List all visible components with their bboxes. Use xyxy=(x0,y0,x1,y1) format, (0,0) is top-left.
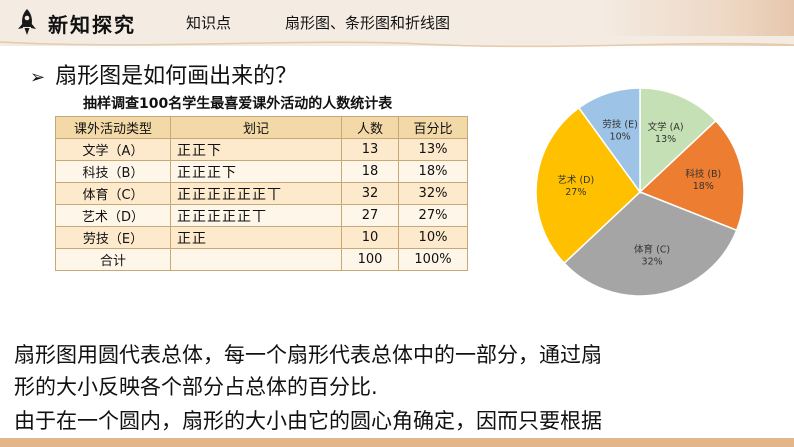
pie-chart-svg: 文学 (A)13% 科技 (B)18% 体育 (C)32% 艺术 (D)27% 劳技 (… xyxy=(535,87,745,297)
paragraph-line: 扇形图用圆代表总体，每一个扇形代表总体中的一部分，通过扇 xyxy=(14,343,602,367)
cell-percent: 13% xyxy=(398,138,468,161)
paragraph-line: 由于在一个圆内，扇形的大小由它的圆心角确定，因而只要根据 xyxy=(14,409,602,433)
table-title: 抽样调查100名学生最喜爱课外活动的人数统计表 xyxy=(83,96,393,112)
question: ➢ 扇形图是如何画出来的？ xyxy=(30,58,297,90)
table-row: 体育（C） 正正正正正正丅 32 32% xyxy=(55,182,468,205)
cell-type: 艺术（D） xyxy=(55,204,171,227)
cell-tally xyxy=(170,248,342,271)
pie-slice xyxy=(639,87,717,194)
knowledge-point-label: 知识点 xyxy=(186,14,232,32)
pie-chart: 文学 (A) 13% 科技 (B) 18% 体育 (C) 32% 艺术 (D) 27% 劳技 (… xyxy=(520,82,760,304)
pie-slice-name: 艺术 (D) xyxy=(557,174,594,186)
cell-type: 科技（B） xyxy=(55,160,171,183)
table-row: 文学（A） 正正下 13 13% xyxy=(55,138,468,161)
knowledge-point-topic: 扇形图、条形图和折线图 xyxy=(285,14,451,32)
question-text: 扇形图是如何画出来的？ xyxy=(55,64,298,89)
pie-slice-percent: 18% xyxy=(693,181,714,192)
table-header-row: 课外活动类型 划记 人数 百分比 xyxy=(55,116,468,139)
cell-count: 10 xyxy=(341,226,399,249)
cell-percent: 18% xyxy=(398,160,468,183)
cell-percent: 100% xyxy=(398,248,468,271)
table-row: 艺术（D） 正正正正正丅 27 27% xyxy=(55,204,468,227)
cell-tally: 正正下 xyxy=(170,138,342,161)
section-title: 新知探究 xyxy=(48,13,136,37)
cell-tally: 正正 xyxy=(170,226,342,249)
cell-count: 27 xyxy=(341,204,399,227)
paragraph-line: 形的大小反映各个部分占总体的百分比. xyxy=(14,375,378,399)
bottom-bar xyxy=(0,438,794,447)
table-total-row: 合计 100 100% xyxy=(55,248,468,271)
pie-slice-name: 体育 (C) xyxy=(634,243,670,255)
pie-slice-percent: 27% xyxy=(565,187,586,198)
cell-type: 体育（C） xyxy=(55,182,171,205)
cell-percent: 32% xyxy=(398,182,468,205)
pie-slice xyxy=(638,119,745,232)
column-header: 课外活动类型 xyxy=(55,116,171,139)
cell-count: 18 xyxy=(341,160,399,183)
table-row: 科技（B） 正正正下 18 18% xyxy=(55,160,468,183)
arrow-bullet-icon: ➢ xyxy=(30,67,46,88)
pie-slice-percent: 13% xyxy=(655,134,676,145)
column-header: 人数 xyxy=(341,116,399,139)
pie-slice-percent: 32% xyxy=(642,256,663,267)
pie-slice-name: 文学 (A) xyxy=(648,121,684,133)
cell-tally: 正正正下 xyxy=(170,160,342,183)
pie-slice-name: 劳技 (E) xyxy=(602,119,637,131)
cell-tally: 正正正正正正丅 xyxy=(170,182,342,205)
pie-slice xyxy=(563,191,738,297)
cell-type: 劳技（E） xyxy=(55,226,171,249)
cell-type: 文学（A） xyxy=(55,138,171,161)
rocket-icon xyxy=(18,9,36,35)
cell-count: 100 xyxy=(341,248,399,271)
column-header: 划记 xyxy=(170,116,342,139)
cell-tally: 正正正正正丅 xyxy=(170,204,342,227)
pie-slice-name: 科技 (B) xyxy=(685,168,721,180)
cell-count: 32 xyxy=(341,182,399,205)
cell-type: 合计 xyxy=(55,248,171,271)
header-wave xyxy=(0,36,794,48)
stats-table: 课外活动类型 划记 人数 百分比 文学（A） 正正下 13 13% 科技（B） … xyxy=(55,116,468,271)
pie-slice-percent: 10% xyxy=(610,132,631,143)
pie-slice xyxy=(535,106,641,265)
cell-count: 13 xyxy=(341,138,399,161)
table-row: 劳技（E） 正正 10 10% xyxy=(55,226,468,249)
pie-slice xyxy=(577,87,641,195)
cell-percent: 10% xyxy=(398,226,468,249)
column-header: 百分比 xyxy=(398,116,468,139)
cell-percent: 27% xyxy=(398,204,468,227)
